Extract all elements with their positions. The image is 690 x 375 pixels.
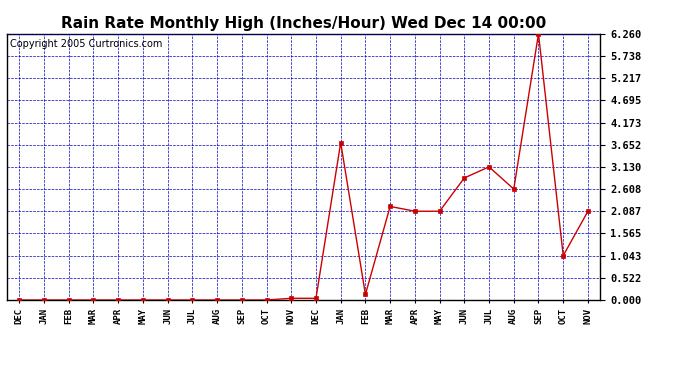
Text: Copyright 2005 Curtronics.com: Copyright 2005 Curtronics.com [10, 39, 162, 49]
Title: Rain Rate Monthly High (Inches/Hour) Wed Dec 14 00:00: Rain Rate Monthly High (Inches/Hour) Wed… [61, 16, 546, 31]
